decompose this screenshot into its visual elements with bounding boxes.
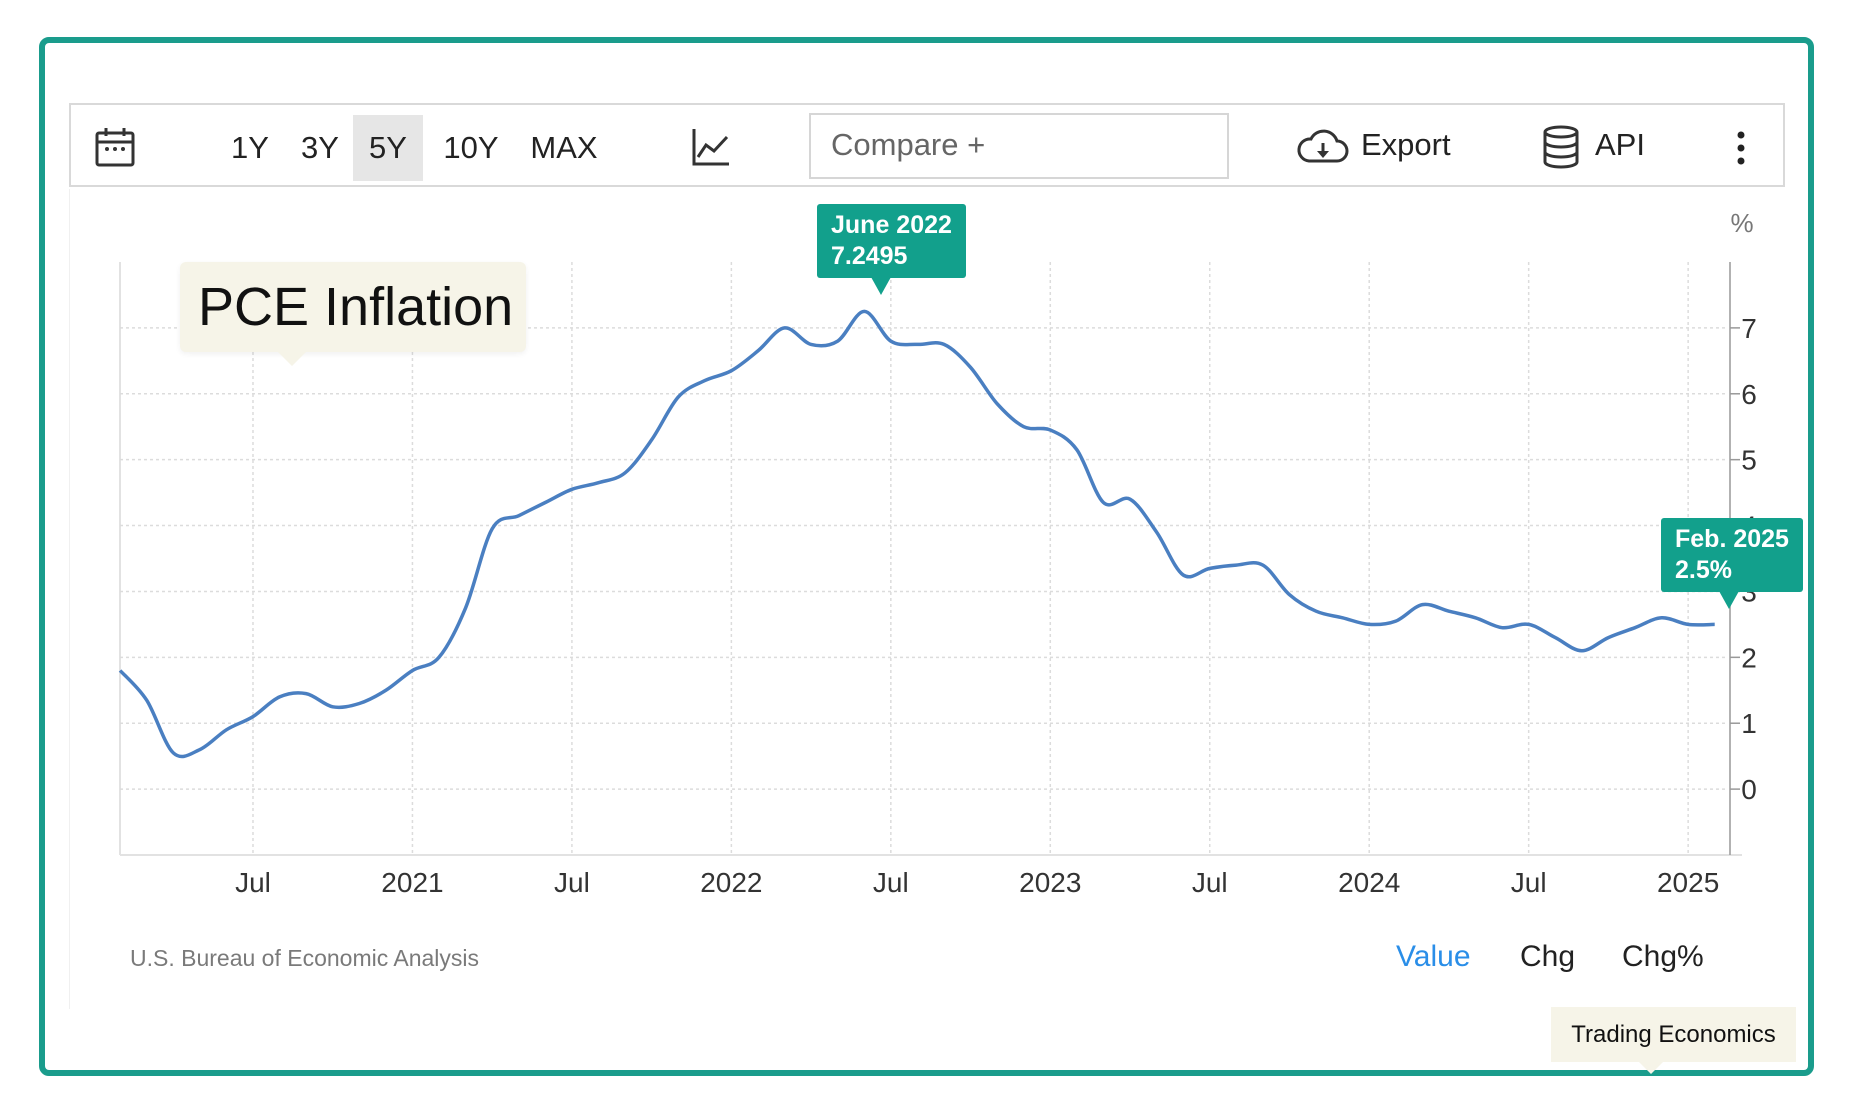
series-line-0	[118, 309, 1715, 759]
chart-title: PCE Inflation	[198, 277, 514, 337]
export-button[interactable]: Export	[1361, 127, 1451, 162]
more-menu-icon[interactable]	[1735, 131, 1747, 170]
range-5y-button[interactable]: 5Y	[353, 115, 423, 181]
calendar-icon[interactable]	[95, 127, 135, 172]
credit-label: Trading Economics	[1551, 1007, 1796, 1074]
peak-tooltip: June 2022 7.2495	[817, 204, 966, 295]
x-tick-label: Jul	[554, 867, 590, 898]
y-tick-label: 5	[1741, 445, 1757, 476]
range-3y-button[interactable]: 3Y	[301, 130, 339, 165]
api-button[interactable]: API	[1595, 127, 1645, 162]
unit-label: %	[1730, 208, 1753, 238]
latest-tooltip-value: 2.5%	[1675, 556, 1732, 584]
peak-tooltip-value: 7.2495	[831, 242, 908, 270]
x-tick-label: 2025	[1657, 867, 1719, 898]
x-tick-label: 2021	[381, 867, 443, 898]
range-10y-button[interactable]: 10Y	[443, 130, 499, 165]
range-max-button[interactable]: MAX	[530, 130, 598, 165]
y-tick-label: 1	[1741, 708, 1757, 739]
y-tick-label: 6	[1741, 379, 1757, 410]
mode-chg-pct-button[interactable]: Chg%	[1622, 940, 1704, 973]
latest-tooltip-date: Feb. 2025	[1675, 525, 1789, 553]
range-1y-button[interactable]: 1Y	[231, 130, 269, 165]
mode-value-button[interactable]: Value	[1396, 940, 1471, 973]
y-tick-label: 7	[1741, 313, 1757, 344]
latest-tooltip: Feb. 2025 2.5%	[1661, 518, 1803, 609]
y-tick-label: 2	[1741, 642, 1757, 673]
chart-title-box: PCE Inflation	[180, 262, 526, 366]
x-tick-label: 2023	[1019, 867, 1081, 898]
x-tick-label: 2022	[700, 867, 762, 898]
chart-panel	[69, 189, 1785, 1009]
chart-type-icon[interactable]	[691, 127, 731, 172]
database-icon[interactable]	[1541, 125, 1581, 174]
y-tick-label: 0	[1741, 774, 1757, 805]
source-label: U.S. Bureau of Economic Analysis	[130, 945, 479, 971]
x-tick-label: Jul	[235, 867, 271, 898]
x-tick-label: Jul	[1192, 867, 1228, 898]
x-tick-label: Jul	[873, 867, 909, 898]
chart-toolbar: 1Y 3Y 5Y 10Y MAX Compare + Export API	[69, 103, 1785, 187]
peak-tooltip-date: June 2022	[831, 211, 952, 239]
x-tick-label: 2024	[1338, 867, 1400, 898]
cloud-download-icon[interactable]	[1297, 127, 1349, 172]
x-tick-label: Jul	[1511, 867, 1547, 898]
compare-input[interactable]: Compare +	[809, 113, 1229, 179]
credit-text: Trading Economics	[1571, 1021, 1776, 1048]
mode-chg-button[interactable]: Chg	[1520, 940, 1576, 973]
